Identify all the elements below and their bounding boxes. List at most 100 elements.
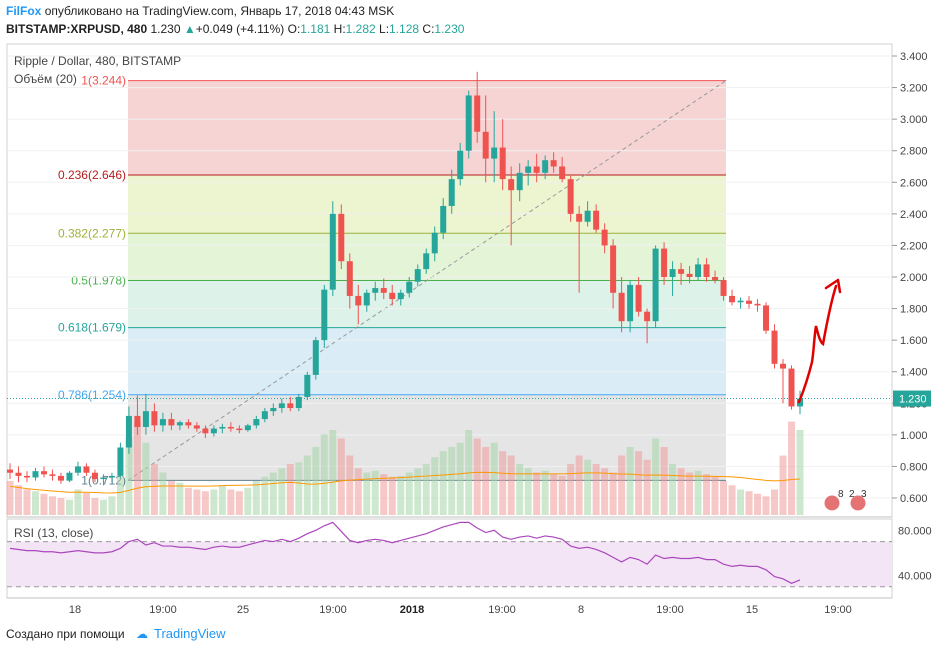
candle-body — [219, 426, 226, 429]
candle-body — [448, 179, 455, 206]
volume-bar — [167, 481, 175, 515]
candle-body — [151, 411, 158, 426]
volume-bar — [490, 442, 498, 515]
volume-bar — [728, 485, 736, 515]
fibonacci-retracement[interactable]: 1(3.244) 0.236(2.646) 0.382(2.277) 0.5(1.97… — [58, 74, 727, 488]
volume-bar — [516, 464, 524, 515]
volume-bar — [201, 491, 209, 515]
volume-bar — [312, 447, 320, 515]
fib-zone — [128, 327, 726, 395]
ohlc-bar: BITSTAMP:XRPUSD, 480 1.230 ▲+0.049 (+4.1… — [6, 22, 464, 36]
volume-bar — [499, 451, 507, 515]
rsi-band — [7, 541, 892, 587]
low-label: L: — [379, 22, 390, 36]
price-tick-label: 2.200 — [900, 240, 928, 252]
candle-body — [83, 466, 90, 473]
volume-bar — [507, 455, 515, 515]
candle-body — [771, 330, 778, 364]
open-value: 1.181 — [300, 22, 331, 36]
volume-bar — [456, 442, 464, 515]
candle-body — [686, 273, 693, 277]
volume-bar — [14, 485, 22, 515]
volume-bar — [210, 489, 218, 515]
candle-body — [482, 131, 489, 159]
candle-body — [644, 311, 651, 322]
footer: Создано при помощи ☁ TradingView — [6, 626, 226, 641]
candle-body — [32, 471, 39, 478]
volume-bar — [329, 430, 337, 515]
candle-body — [746, 300, 753, 304]
fib-level-label: 0.382(2.277) — [58, 226, 126, 240]
economic-events-icon[interactable]: 8 2 3 — [823, 489, 867, 512]
candle-body — [474, 95, 481, 132]
price-tick-label: 0.600 — [900, 493, 928, 505]
volume-bar — [592, 464, 600, 515]
candle-body — [406, 281, 413, 293]
volume-bar — [618, 455, 626, 515]
candle-body — [576, 213, 583, 222]
price-tick-label: 2.000 — [900, 272, 928, 284]
volume-bar — [159, 472, 167, 515]
time-tick-label: 19:00 — [149, 604, 177, 616]
price-axis[interactable]: 3.400 3.200 3.000 2.800 2.600 2.400 2.200 2.000… — [892, 51, 931, 505]
volume-bar — [473, 438, 481, 515]
time-axis[interactable]: 18 19:00 25 19:00 2018 19:00 8 19:00 15 19:00 — [69, 604, 852, 616]
volume-bar — [303, 455, 311, 515]
volume-bar — [796, 430, 804, 515]
volume-bar — [252, 481, 260, 515]
candle-body — [287, 403, 294, 409]
tradingview-link[interactable]: TradingView — [153, 626, 226, 641]
candle-body — [23, 475, 30, 478]
candle-body — [7, 469, 13, 473]
volume-bar — [40, 493, 48, 515]
author-name[interactable]: FilFox — [6, 4, 42, 18]
tradingview-logo-icon: ☁ — [135, 627, 148, 641]
candle-body — [295, 396, 302, 409]
low-value: 1.128 — [389, 22, 420, 36]
volume-bar — [601, 468, 609, 515]
candle-body — [567, 179, 574, 214]
price-tick-label: 1.600 — [900, 335, 928, 347]
candle-body — [185, 422, 192, 426]
volume-bar — [142, 442, 150, 515]
close-label: C: — [422, 22, 435, 36]
volume-bar — [711, 476, 719, 515]
handwritten-arrow — [797, 284, 838, 404]
candle-body — [253, 419, 260, 426]
price-tick-label: 2.800 — [900, 146, 928, 158]
candle-body — [423, 253, 430, 270]
candle-body — [389, 292, 396, 300]
close-value: 1.230 — [434, 22, 465, 36]
volume-bar — [431, 457, 439, 515]
candle-body — [652, 248, 659, 322]
volume-bar — [371, 470, 379, 515]
candle-body — [635, 284, 642, 312]
candle-body — [227, 426, 234, 429]
candle-body — [202, 428, 209, 434]
candle-body — [712, 277, 719, 281]
volume-bar — [567, 464, 575, 515]
rsi-indicator: 80.000 40.000 — [7, 521, 932, 588]
time-tick-label: 8 — [578, 604, 584, 616]
volume-bar — [286, 464, 294, 515]
candle-body — [550, 160, 557, 167]
volume-bar — [295, 462, 303, 515]
volume-bar — [652, 438, 660, 515]
candle-body — [355, 295, 362, 306]
price-tick-label: 1.800 — [900, 304, 928, 316]
candle-body — [363, 292, 370, 306]
candle-body — [703, 264, 710, 277]
volume-bar — [6, 481, 14, 515]
candle-body — [134, 415, 141, 427]
candle-body — [737, 300, 744, 303]
volume-bar — [346, 455, 354, 515]
candle-body — [261, 411, 268, 420]
arrow-head-icon — [824, 278, 842, 294]
volume-bar — [380, 474, 388, 515]
volume-bar — [363, 472, 371, 515]
candle-body — [754, 303, 761, 306]
candle-body — [584, 210, 591, 222]
svg-text:3: 3 — [861, 489, 867, 500]
candle-body — [304, 374, 311, 397]
